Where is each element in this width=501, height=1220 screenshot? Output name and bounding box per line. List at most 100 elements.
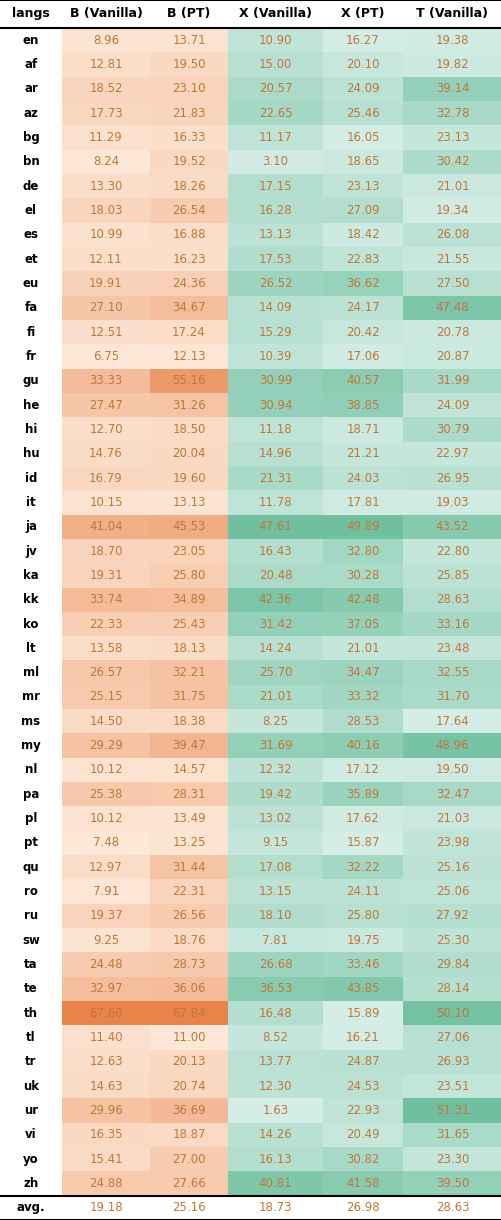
Bar xyxy=(227,612,322,636)
Bar xyxy=(402,904,501,928)
Text: 11.00: 11.00 xyxy=(172,1031,205,1044)
Text: 20.48: 20.48 xyxy=(258,569,292,582)
Bar xyxy=(62,222,150,246)
Bar xyxy=(0,977,62,1002)
Bar xyxy=(402,1002,501,1025)
Text: 33.16: 33.16 xyxy=(435,617,468,631)
Bar xyxy=(150,684,227,709)
Text: 27.06: 27.06 xyxy=(435,1031,468,1044)
Text: 36.62: 36.62 xyxy=(346,277,379,290)
Text: 14.63: 14.63 xyxy=(89,1080,123,1093)
Text: 12.13: 12.13 xyxy=(172,350,205,362)
Text: 14.26: 14.26 xyxy=(258,1128,292,1142)
Text: 40.81: 40.81 xyxy=(258,1177,292,1190)
Bar xyxy=(62,174,150,199)
Bar xyxy=(150,1098,227,1122)
Text: 40.57: 40.57 xyxy=(346,375,379,387)
Text: 8.52: 8.52 xyxy=(262,1031,288,1044)
Bar xyxy=(227,174,322,199)
Bar xyxy=(62,733,150,758)
Bar xyxy=(227,199,322,222)
Bar xyxy=(322,52,402,77)
Text: ru: ru xyxy=(24,909,38,922)
Text: 29.84: 29.84 xyxy=(435,958,468,971)
Bar xyxy=(62,1074,150,1098)
Bar xyxy=(227,320,322,344)
Text: 36.53: 36.53 xyxy=(259,982,292,996)
Text: 24.48: 24.48 xyxy=(89,958,123,971)
Text: 39.47: 39.47 xyxy=(172,739,205,753)
Bar xyxy=(62,344,150,368)
Bar xyxy=(402,588,501,612)
Bar xyxy=(150,1002,227,1025)
Bar xyxy=(227,928,322,953)
Bar xyxy=(0,271,62,295)
Bar xyxy=(62,977,150,1002)
Bar xyxy=(0,564,62,588)
Bar xyxy=(0,612,62,636)
Text: 28.63: 28.63 xyxy=(435,593,468,606)
Bar xyxy=(0,806,62,831)
Text: 10.15: 10.15 xyxy=(89,495,123,509)
Text: 19.31: 19.31 xyxy=(89,569,123,582)
Bar xyxy=(150,466,227,490)
Text: 16.13: 16.13 xyxy=(258,1153,292,1165)
Text: 25.15: 25.15 xyxy=(89,691,123,704)
Bar xyxy=(227,515,322,539)
Bar xyxy=(402,52,501,77)
Bar xyxy=(402,515,501,539)
Bar xyxy=(322,442,402,466)
Text: 14.50: 14.50 xyxy=(89,715,123,728)
Text: 16.23: 16.23 xyxy=(172,253,205,266)
Bar xyxy=(150,1196,227,1220)
Bar xyxy=(402,1147,501,1171)
Bar xyxy=(0,1098,62,1122)
Bar xyxy=(0,490,62,515)
Text: 13.71: 13.71 xyxy=(172,34,205,46)
Text: el: el xyxy=(25,204,37,217)
Bar xyxy=(227,490,322,515)
Text: 30.79: 30.79 xyxy=(435,423,468,436)
Bar xyxy=(227,953,322,977)
Bar xyxy=(322,1074,402,1098)
Text: 19.34: 19.34 xyxy=(435,204,468,217)
Text: 28.73: 28.73 xyxy=(172,958,205,971)
Bar xyxy=(150,1122,227,1147)
Text: 3.10: 3.10 xyxy=(262,155,288,168)
Bar xyxy=(62,199,150,222)
Bar xyxy=(227,271,322,295)
Text: 34.67: 34.67 xyxy=(172,301,205,315)
Bar xyxy=(62,758,150,782)
Bar xyxy=(62,612,150,636)
Bar xyxy=(62,101,150,126)
Text: he: he xyxy=(23,399,39,411)
Text: 30.42: 30.42 xyxy=(435,155,468,168)
Text: 13.25: 13.25 xyxy=(172,837,205,849)
Text: 31.26: 31.26 xyxy=(172,399,205,411)
Text: 22.83: 22.83 xyxy=(346,253,379,266)
Bar xyxy=(322,855,402,880)
Bar xyxy=(0,880,62,904)
Bar xyxy=(0,199,62,222)
Text: 20.87: 20.87 xyxy=(435,350,468,362)
Text: ko: ko xyxy=(23,617,39,631)
Text: 33.74: 33.74 xyxy=(89,593,123,606)
Bar xyxy=(227,466,322,490)
Bar xyxy=(150,1049,227,1074)
Bar xyxy=(402,246,501,271)
Text: nl: nl xyxy=(25,764,37,776)
Bar xyxy=(150,1025,227,1049)
Text: 31.42: 31.42 xyxy=(258,617,292,631)
Bar xyxy=(62,28,150,52)
Text: 32.21: 32.21 xyxy=(172,666,205,680)
Bar xyxy=(322,880,402,904)
Text: 30.99: 30.99 xyxy=(258,375,292,387)
Bar xyxy=(0,295,62,320)
Bar xyxy=(150,150,227,174)
Bar xyxy=(62,928,150,953)
Text: 32.47: 32.47 xyxy=(435,788,468,800)
Text: 24.17: 24.17 xyxy=(345,301,379,315)
Text: 21.01: 21.01 xyxy=(435,179,468,193)
Text: 10.12: 10.12 xyxy=(89,813,123,825)
Text: 33.46: 33.46 xyxy=(346,958,379,971)
